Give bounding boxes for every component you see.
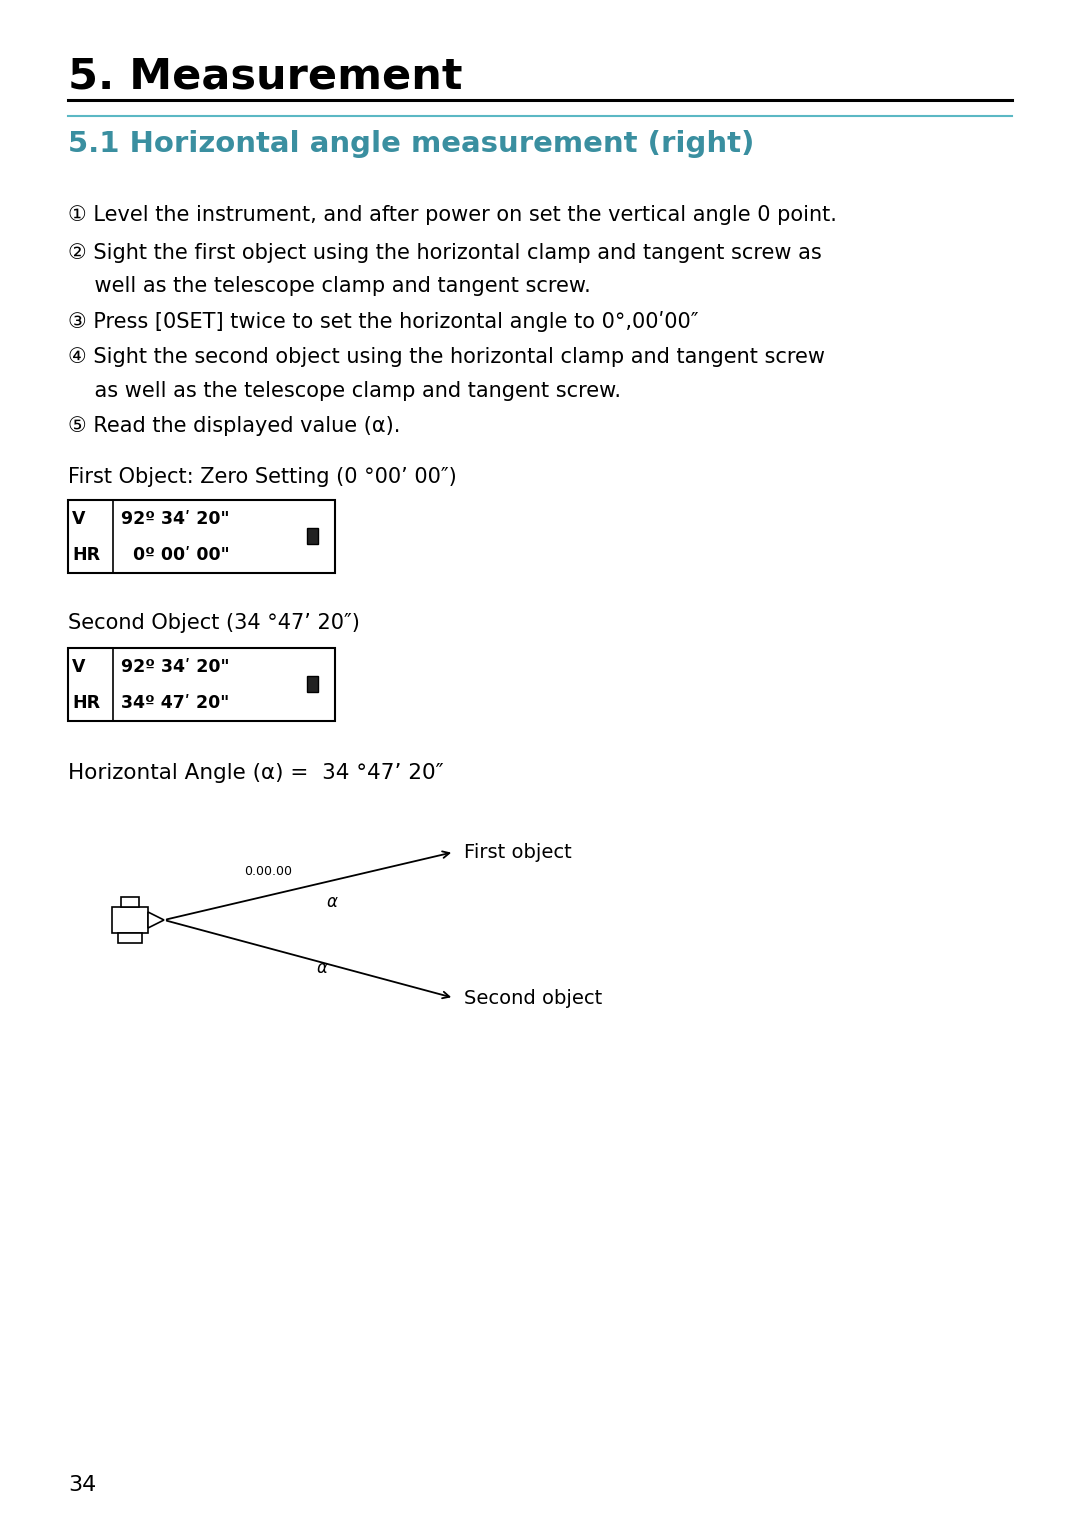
Text: 92º 34ʹ 20": 92º 34ʹ 20"	[121, 658, 229, 676]
Bar	[68, 500, 335, 573]
Text: as well as the telescope clamp and tangent screw.: as well as the telescope clamp and tange…	[68, 381, 621, 401]
Bar	[68, 647, 335, 720]
Text: Second Object (34 °47’ 20″): Second Object (34 °47’ 20″)	[68, 612, 360, 634]
Text: 0.00.00: 0.00.00	[244, 865, 292, 877]
Text: well as the telescope clamp and tangent screw.: well as the telescope clamp and tangent …	[68, 276, 591, 295]
Text: 92º 34ʹ 20": 92º 34ʹ 20"	[121, 510, 229, 528]
Text: 0º 00ʹ 00": 0º 00ʹ 00"	[121, 547, 230, 564]
Text: HR: HR	[72, 547, 100, 564]
Text: ② Sight the first object using the horizontal clamp and tangent screw as: ② Sight the first object using the horiz…	[68, 244, 822, 263]
Text: First Object: Zero Setting (0 °00’ 00″): First Object: Zero Setting (0 °00’ 00″)	[68, 468, 457, 487]
Text: V: V	[72, 658, 85, 676]
Bar	[307, 676, 318, 691]
Text: ① Level the instrument, and after power on set the vertical angle 0 point.: ① Level the instrument, and after power …	[68, 206, 837, 225]
Text: ③ Press [0SET] twice to set the horizontal angle to 0°,00ʹ00″: ③ Press [0SET] twice to set the horizont…	[68, 311, 699, 332]
Text: 34º 47ʹ 20": 34º 47ʹ 20"	[121, 694, 229, 711]
Bar	[112, 908, 148, 934]
Text: First object: First object	[464, 842, 571, 862]
Text: α: α	[316, 959, 327, 976]
Text: Horizontal Angle (α) =  34 °47’ 20″: Horizontal Angle (α) = 34 °47’ 20″	[68, 763, 444, 783]
Bar	[118, 934, 141, 943]
Bar	[121, 897, 139, 908]
Text: ④ Sight the second object using the horizontal clamp and tangent screw: ④ Sight the second object using the hori…	[68, 347, 825, 367]
Text: V: V	[72, 510, 85, 528]
Text: α: α	[326, 892, 337, 911]
Text: 5. Measurement: 5. Measurement	[68, 55, 462, 97]
Text: HR: HR	[72, 694, 100, 711]
Text: 34: 34	[68, 1474, 96, 1496]
Text: Second object: Second object	[464, 988, 603, 1008]
Bar	[307, 528, 318, 544]
Polygon shape	[148, 912, 164, 928]
Text: ⑤ Read the displayed value (α).: ⑤ Read the displayed value (α).	[68, 416, 401, 436]
Text: 5.1 Horizontal angle measurement (right): 5.1 Horizontal angle measurement (right)	[68, 129, 754, 158]
